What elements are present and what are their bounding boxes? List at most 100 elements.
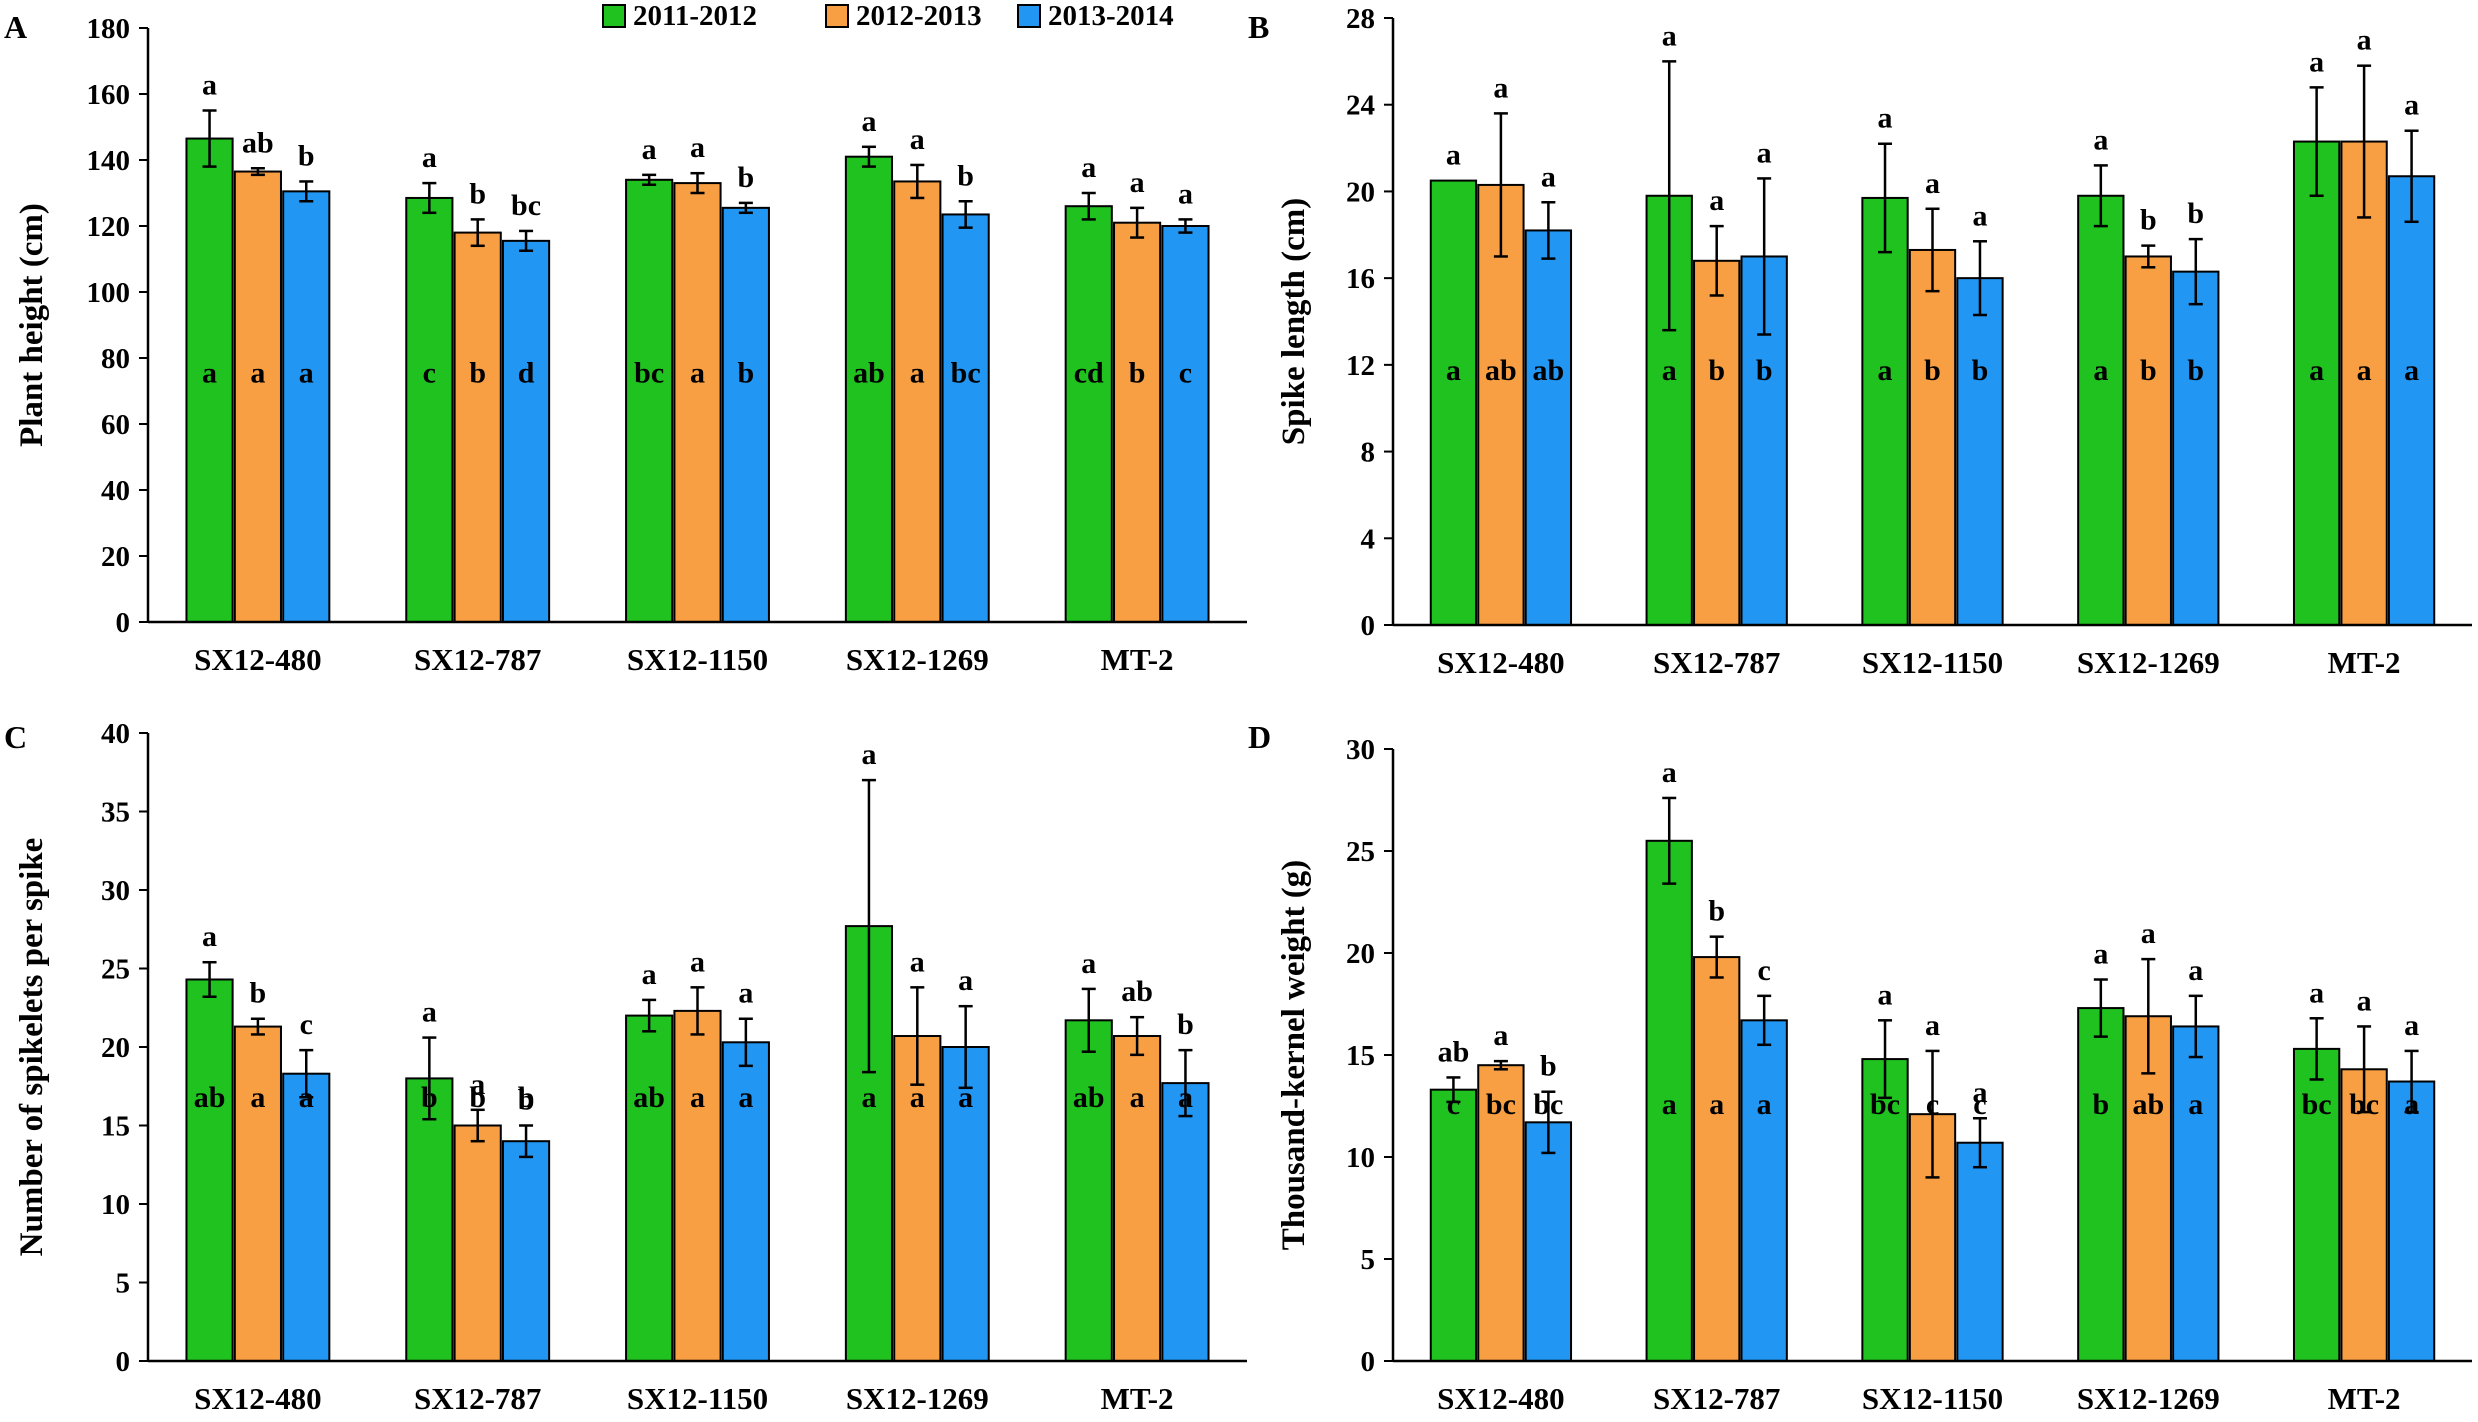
significance-letter-inner: a bbox=[250, 357, 265, 390]
significance-letter-inner: c bbox=[1447, 1088, 1460, 1121]
y-tick-label: 30 bbox=[101, 875, 130, 907]
bar bbox=[2077, 1007, 2125, 1363]
x-tick-label: MT-2 bbox=[2328, 1381, 2401, 1416]
bar bbox=[2292, 1047, 2341, 1362]
panel-letter: C bbox=[4, 719, 27, 755]
y-tick-label: 60 bbox=[101, 409, 130, 441]
significance-letter-top: a bbox=[1972, 199, 1987, 232]
significance-letter-top: a bbox=[470, 1068, 485, 1101]
significance-letter-top: a bbox=[1493, 1019, 1508, 1052]
significance-letter-top: a bbox=[910, 123, 925, 156]
significance-letter-top: a bbox=[1709, 184, 1724, 217]
significance-letter-top: a bbox=[2404, 89, 2419, 122]
y-tick-label: 140 bbox=[87, 145, 131, 177]
legend: 2011-2012 2012-2013 2013-2014 bbox=[602, 0, 1174, 32]
x-tick-label: SX12-1269 bbox=[2077, 645, 2220, 680]
x-tick-label: SX12-1150 bbox=[627, 1381, 768, 1416]
bar bbox=[501, 239, 551, 623]
significance-letter-inner: a bbox=[1130, 1081, 1145, 1114]
significance-letter-top: a bbox=[2357, 984, 2372, 1017]
y-tick-label: 5 bbox=[1361, 1244, 1376, 1276]
x-tick-label: SX12-1150 bbox=[1862, 1381, 2003, 1416]
significance-letter-top: c bbox=[1758, 954, 1771, 987]
bar bbox=[233, 170, 282, 624]
significance-letter-inner: bc bbox=[634, 357, 664, 390]
bar bbox=[1956, 277, 2004, 626]
legend-label: 2011-2012 bbox=[633, 0, 757, 32]
significance-letter-top: a bbox=[2404, 1009, 2419, 1042]
significance-letter-inner: a bbox=[690, 357, 705, 390]
bar bbox=[2340, 1068, 2388, 1363]
y-axis-title: Number of spikelets per spike bbox=[14, 838, 50, 1257]
significance-letter-top: a bbox=[1081, 947, 1096, 980]
x-tick-label: SX12-787 bbox=[414, 642, 541, 677]
significance-letter-inner: a bbox=[2188, 1088, 2203, 1121]
significance-letter-top: a bbox=[1878, 102, 1893, 135]
bar bbox=[1477, 183, 1525, 627]
bar bbox=[941, 213, 990, 623]
significance-letter-inner: bc bbox=[2349, 1088, 2379, 1121]
bar bbox=[1524, 229, 1573, 626]
significance-letter-inner: ab bbox=[633, 1081, 665, 1114]
bar bbox=[673, 182, 722, 623]
significance-letter-top: b bbox=[738, 161, 755, 194]
y-tick-label: 20 bbox=[101, 541, 130, 573]
significance-letter-top: a bbox=[690, 131, 705, 164]
significance-letter-inner: a bbox=[299, 1081, 314, 1114]
bar bbox=[2387, 175, 2436, 626]
bar bbox=[1740, 1019, 1788, 1362]
significance-letter-top: a bbox=[2309, 45, 2324, 78]
bar bbox=[1161, 225, 1210, 623]
significance-letter-inner: ab bbox=[1073, 1081, 1105, 1114]
significance-letter-top: a bbox=[1757, 136, 1772, 169]
y-tick-label: 10 bbox=[1346, 1142, 1375, 1174]
x-tick-label: MT-2 bbox=[1101, 642, 1174, 677]
significance-letter-top: a bbox=[958, 964, 973, 997]
significance-letter-top: a bbox=[1081, 151, 1096, 184]
significance-letter-inner: a bbox=[2309, 354, 2324, 387]
significance-letter-inner: b bbox=[2092, 1088, 2109, 1121]
x-tick-label: SX12-1269 bbox=[846, 642, 989, 677]
significance-letter-top: a bbox=[1541, 160, 1556, 193]
legend-label: 2013-2014 bbox=[1048, 0, 1174, 32]
significance-letter-inner: a bbox=[1709, 1088, 1724, 1121]
y-tick-label: 40 bbox=[101, 475, 130, 507]
x-tick-label: MT-2 bbox=[2328, 645, 2401, 680]
legend-swatch bbox=[825, 4, 849, 28]
y-tick-label: 16 bbox=[1346, 263, 1375, 295]
x-tick-label: MT-2 bbox=[1101, 1381, 1174, 1416]
x-tick-label: SX12-1269 bbox=[846, 1381, 989, 1416]
significance-letter-top: bc bbox=[511, 189, 541, 222]
significance-letter-top: b bbox=[1540, 1050, 1557, 1083]
y-tick-label: 180 bbox=[87, 13, 131, 45]
bar bbox=[1861, 196, 1909, 627]
significance-letter-top: a bbox=[1925, 167, 1940, 200]
bar bbox=[893, 180, 942, 623]
significance-letter-inner: c bbox=[1973, 1088, 1986, 1121]
significance-letter-inner: a bbox=[250, 1081, 265, 1114]
significance-letter-top: a bbox=[1972, 1076, 1987, 1109]
y-tick-label: 15 bbox=[101, 1111, 130, 1143]
significance-letter-inner: a bbox=[910, 1081, 925, 1114]
significance-letter-top: a bbox=[861, 105, 876, 138]
y-tick-label: 120 bbox=[87, 211, 131, 243]
x-tick-label: SX12-480 bbox=[1437, 1381, 1564, 1416]
bar bbox=[405, 1077, 454, 1363]
y-tick-label: 80 bbox=[101, 343, 130, 375]
significance-letter-top: a bbox=[2309, 976, 2324, 1009]
y-tick-label: 100 bbox=[87, 277, 131, 309]
significance-letter-inner: ab bbox=[1485, 354, 1517, 387]
y-tick-label: 28 bbox=[1346, 3, 1375, 35]
significance-letter-inner: bc bbox=[2302, 1088, 2332, 1121]
x-tick-label: SX12-1150 bbox=[1862, 645, 2003, 680]
significance-letter-top: b bbox=[298, 139, 315, 172]
significance-letter-top: a bbox=[1878, 978, 1893, 1011]
significance-letter-top: b bbox=[1708, 895, 1725, 928]
x-tick-label: SX12-1150 bbox=[627, 642, 768, 677]
significance-letter-top: ab bbox=[1121, 975, 1153, 1008]
bar bbox=[1861, 1058, 1909, 1362]
significance-letter-top: a bbox=[861, 738, 876, 771]
significance-letter-inner: a bbox=[1662, 354, 1677, 387]
significance-letter-inner: a bbox=[1757, 1088, 1772, 1121]
